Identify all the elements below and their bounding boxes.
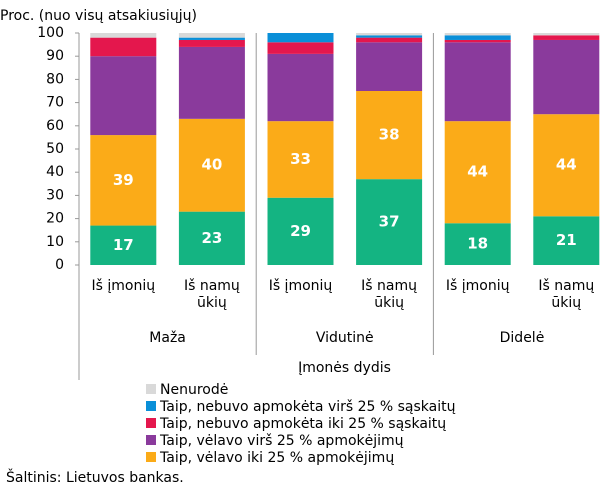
data-label: 44 (467, 163, 488, 181)
bar-segment (90, 33, 157, 38)
y-tick-label: 70 (46, 95, 64, 111)
bar-segment (178, 46, 245, 119)
data-label: 21 (556, 231, 577, 249)
legend-label: Taip, vėlavo virš 25 % apmokėjimų (160, 433, 404, 449)
y-tick-label: 20 (46, 211, 64, 227)
y-tick-label: 40 (46, 164, 64, 180)
bar-segment (178, 39, 245, 47)
source: Šaltinis: Lietuvos bankas. (6, 470, 184, 486)
data-label: 38 (379, 126, 400, 144)
bar-segment (267, 121, 334, 198)
data-label: 44 (556, 156, 577, 174)
data-label: 23 (201, 229, 222, 247)
y-tick-label: 0 (55, 257, 64, 273)
legend-label: Taip, nebuvo apmokėta iki 25 % sąskaitų (160, 416, 447, 432)
y-tick-label: 50 (46, 141, 64, 157)
bar-segment (356, 91, 423, 180)
bar-segment (178, 33, 245, 38)
bar-segment (444, 42, 511, 122)
bar-segment (90, 225, 157, 265)
legend-item: Taip, vėlavo iki 25 % apmokėjimų (146, 450, 394, 467)
y-axis-label: Proc. (nuo visų atsakiusiųjų) (0, 8, 197, 24)
data-label: 37 (379, 213, 400, 231)
legend-label: Taip, vėlavo iki 25 % apmokėjimų (160, 450, 395, 466)
bar-segment (178, 37, 245, 40)
data-label: 39 (113, 171, 134, 189)
bar-segment (356, 179, 423, 265)
bar-segment (444, 33, 511, 36)
legend-item: Nenurodė (146, 382, 228, 399)
bar-segment (356, 33, 423, 36)
data-label: 40 (201, 156, 222, 174)
y-tick-label: 30 (46, 187, 64, 203)
x-tick-label: Iš įmonių (268, 278, 333, 294)
x-tick-label: Iš namų ūkių (183, 278, 240, 311)
bar-segment (90, 37, 157, 57)
bar-segment (267, 42, 334, 54)
bar-segment (533, 114, 600, 217)
bar-segment (267, 53, 334, 122)
data-label: 33 (290, 150, 311, 168)
legend-item: Taip, nebuvo apmokėta virš 25 % sąskaitų (146, 399, 456, 416)
legend-swatch (146, 384, 156, 394)
bar-segment (533, 35, 600, 40)
x-tick-label: Iš įmonių (445, 278, 510, 294)
bar-segment (444, 223, 511, 265)
x-axis-label: Įmonės dydis (298, 360, 391, 376)
bar-segment (356, 35, 423, 38)
bar-segment (356, 37, 423, 43)
y-tick-label: 100 (37, 25, 64, 41)
bar-segment (90, 135, 157, 226)
bar-segment (178, 211, 245, 265)
legend-swatch (146, 435, 156, 445)
x-tick-label: Iš įmonių (91, 278, 156, 294)
data-label: 18 (467, 235, 488, 253)
bar-segment (267, 33, 334, 43)
data-label: 17 (113, 236, 134, 254)
y-tick-label: 90 (46, 48, 64, 64)
legend-swatch (146, 452, 156, 462)
x-tick-label: Iš namų ūkių (538, 278, 595, 311)
x-tick-label: Iš namų ūkių (361, 278, 418, 311)
bar-segment (533, 33, 600, 36)
data-label: 29 (290, 222, 311, 240)
bar-segment (533, 216, 600, 265)
legend-label: Taip, nebuvo apmokėta virš 25 % sąskaitų (160, 399, 456, 415)
group-label: Vidutinė (315, 330, 374, 346)
bar-segment (178, 118, 245, 212)
legend-swatch (146, 401, 156, 411)
bar-segment (533, 39, 600, 115)
bar-segment (444, 121, 511, 224)
bar-segment (90, 56, 157, 136)
y-tick-label: 10 (46, 234, 64, 250)
legend-label: Nenurodė (160, 382, 229, 398)
bar-segment (356, 42, 423, 91)
legend-item: Taip, vėlavo virš 25 % apmokėjimų (146, 433, 404, 450)
legend-item: Taip, nebuvo apmokėta iki 25 % sąskaitų (146, 416, 446, 433)
bar-segment (444, 35, 511, 40)
y-tick-label: 80 (46, 71, 64, 87)
bar-segment (267, 197, 334, 265)
bar-segment (444, 39, 511, 43)
legend-swatch (146, 418, 156, 428)
group-label: Didelė (499, 330, 545, 346)
y-tick-label: 60 (46, 118, 64, 134)
group-label: Maža (149, 330, 186, 346)
